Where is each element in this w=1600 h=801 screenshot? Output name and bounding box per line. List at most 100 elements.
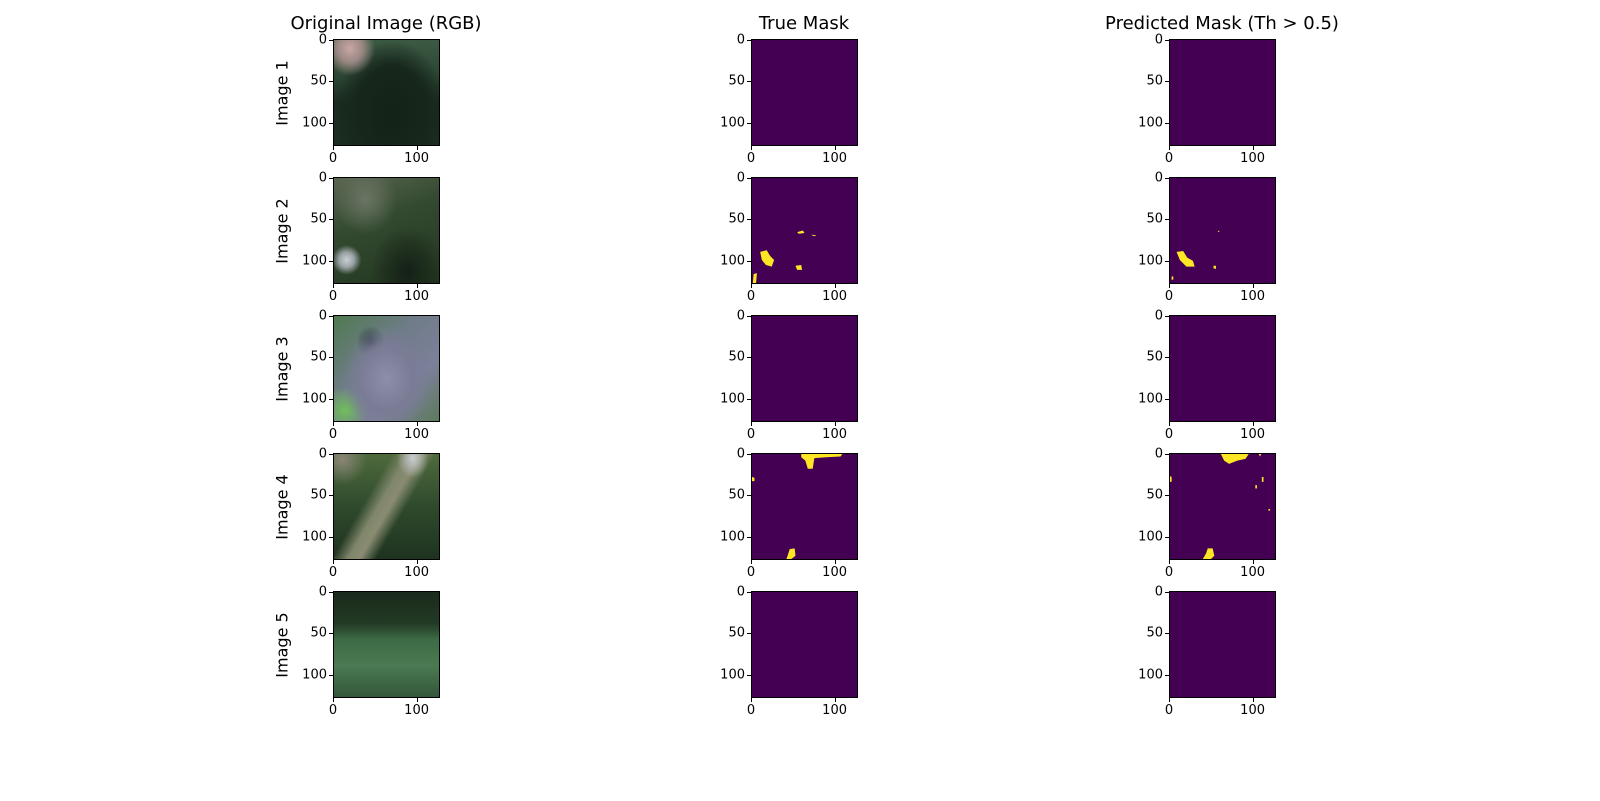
x-tick-mark [751, 698, 752, 702]
mask-svg [1170, 454, 1271, 559]
y-tick-mark [329, 357, 333, 359]
y-tick-mark [329, 399, 333, 401]
x-tick-label: 100 [822, 565, 848, 580]
x-tick-mark [416, 560, 418, 564]
x-tick-label: 0 [746, 703, 756, 718]
y-tick-label: 100 [302, 667, 327, 683]
x-tick-mark [416, 146, 418, 150]
y-tick-label: 0 [736, 170, 745, 185]
y-tick-mark [747, 39, 751, 41]
mask-svg [752, 230, 816, 283]
y-tick-label: 100 [1138, 391, 1163, 407]
x-tick-mark [416, 284, 418, 288]
mask-region [752, 273, 757, 283]
y-tick-mark [1165, 453, 1169, 455]
x-tick-label: 100 [404, 151, 430, 166]
x-tick-mark [1169, 284, 1170, 288]
x-tick-mark [1252, 146, 1254, 150]
y-tick-mark [747, 453, 751, 455]
y-tick-label: 50 [728, 487, 745, 503]
rgb-image [333, 453, 440, 560]
y-tick-label: 0 [318, 446, 327, 461]
x-tick-label: 0 [746, 427, 756, 442]
y-tick-label: 100 [302, 253, 327, 269]
mask-region [1213, 265, 1216, 270]
y-tick-label: 100 [1138, 667, 1163, 683]
y-tick-label: 0 [736, 584, 745, 599]
x-tick-mark [333, 146, 334, 150]
mask-region [1255, 485, 1257, 489]
x-tick-mark [1252, 560, 1254, 564]
y-tick-mark [329, 537, 333, 539]
y-tick-mark [747, 81, 751, 83]
x-tick-mark [751, 560, 752, 564]
x-tick-label: 0 [328, 289, 338, 304]
y-tick-label: 0 [318, 170, 327, 185]
x-tick-label: 100 [404, 427, 430, 442]
row-label: Image 3 [272, 335, 292, 402]
y-tick-label: 50 [310, 211, 327, 227]
mask-svg [1171, 230, 1220, 280]
row-label: Image 1 [272, 59, 292, 126]
true-mask-image [751, 39, 858, 146]
y-tick-mark [1165, 177, 1169, 179]
y-tick-label: 0 [1154, 584, 1163, 599]
y-tick-mark [329, 495, 333, 497]
x-tick-mark [1169, 560, 1170, 564]
x-tick-label: 100 [404, 703, 430, 718]
y-tick-label: 100 [302, 391, 327, 407]
mask-region [811, 234, 816, 237]
mask-region [1171, 276, 1174, 280]
x-tick-mark [1252, 422, 1254, 426]
y-tick-label: 0 [736, 446, 745, 461]
y-tick-label: 0 [318, 584, 327, 599]
x-tick-mark [333, 422, 334, 426]
x-tick-mark [333, 284, 334, 288]
y-tick-label: 100 [720, 115, 745, 131]
x-tick-mark [1252, 284, 1254, 288]
predicted-mask-image [1169, 177, 1276, 284]
x-tick-mark [751, 146, 752, 150]
predicted-mask-image [1169, 453, 1276, 560]
x-tick-label: 100 [1240, 703, 1266, 718]
y-tick-label: 50 [310, 73, 327, 89]
predicted-mask-image [1169, 315, 1276, 422]
y-tick-label: 100 [302, 529, 327, 545]
row-label: Image 2 [272, 197, 292, 264]
x-tick-label: 0 [328, 427, 338, 442]
y-tick-mark [329, 39, 333, 41]
y-tick-mark [329, 315, 333, 317]
y-tick-mark [747, 219, 751, 221]
x-tick-mark [416, 698, 418, 702]
y-tick-mark [747, 399, 751, 401]
x-tick-label: 100 [1240, 289, 1266, 304]
true-mask-image [751, 315, 858, 422]
mask-region [797, 230, 805, 234]
y-tick-mark [1165, 123, 1169, 125]
y-tick-mark [329, 177, 333, 179]
y-tick-mark [329, 81, 333, 83]
x-tick-mark [1169, 146, 1170, 150]
mask-region [801, 454, 843, 469]
mask-region [1258, 454, 1262, 457]
x-tick-mark [333, 560, 334, 564]
y-tick-mark [747, 633, 751, 635]
row-label: Image 4 [272, 473, 292, 540]
y-tick-label: 50 [310, 349, 327, 365]
mask-svg [752, 316, 857, 421]
y-tick-label: 0 [736, 308, 745, 323]
y-tick-label: 100 [720, 529, 745, 545]
y-tick-mark [747, 591, 751, 593]
predicted-mask-image [1169, 39, 1276, 146]
y-tick-label: 0 [1154, 32, 1163, 47]
x-tick-label: 100 [822, 289, 848, 304]
x-tick-label: 100 [404, 289, 430, 304]
mask-svg [1170, 40, 1275, 145]
y-tick-label: 0 [1154, 170, 1163, 185]
x-tick-label: 100 [1240, 427, 1266, 442]
y-tick-mark [329, 633, 333, 635]
y-tick-mark [1165, 315, 1169, 317]
y-tick-label: 0 [1154, 308, 1163, 323]
y-tick-mark [329, 591, 333, 593]
x-tick-mark [834, 698, 836, 702]
